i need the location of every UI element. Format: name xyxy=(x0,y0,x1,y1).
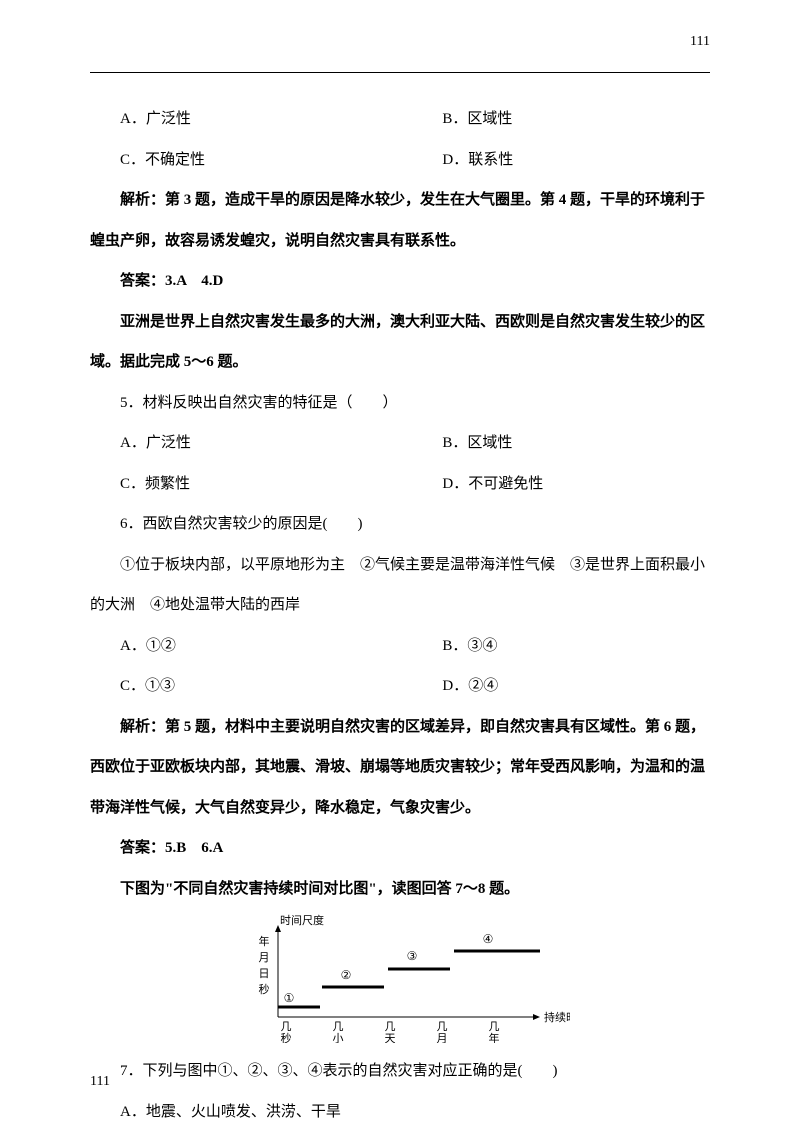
svg-text:年: 年 xyxy=(489,1031,500,1043)
q6-options-row2: C．①③ D．②④ xyxy=(90,666,710,707)
svg-text:秒: 秒 xyxy=(259,982,270,996)
svg-text:几: 几 xyxy=(385,1021,396,1033)
svg-text:时间尺度: 时间尺度 xyxy=(280,913,324,927)
q6-optA: A．①② xyxy=(90,626,412,667)
q34-optC: C．不确定性 xyxy=(90,140,412,181)
q6-stem: 6．西欧自然灾害较少的原因是( ) xyxy=(90,504,710,545)
q5-options-row2: C．频繁性 D．不可避免性 xyxy=(90,464,710,505)
analysis-3-4: 解析：第 3 题，造成干旱的原因是降水较少，发生在大气圈里。第 4 题，干旱的环… xyxy=(90,180,710,261)
duration-chart: 时间尺度年月日秒几秒几小时几天几月几年持续时间①②③④ xyxy=(90,913,710,1043)
svg-text:④: ④ xyxy=(483,932,494,946)
q6-circles: ①位于板块内部，以平原地形为主 ②气候主要是温带海洋性气候 ③是世界上面积最小的… xyxy=(90,545,710,626)
svg-text:天: 天 xyxy=(385,1033,396,1043)
svg-text:几: 几 xyxy=(281,1021,292,1033)
top-rule xyxy=(90,72,710,73)
svg-text:几: 几 xyxy=(437,1021,448,1033)
intro-5-6: 亚洲是世界上自然灾害发生最多的大洲，澳大利亚大陆、西欧则是自然灾害发生较少的区域… xyxy=(90,302,710,383)
svg-text:几: 几 xyxy=(333,1021,344,1033)
q7-optA: A．地震、火山喷发、洪涝、干旱 xyxy=(90,1092,710,1132)
svg-text:②: ② xyxy=(341,968,352,982)
svg-text:年: 年 xyxy=(259,934,270,948)
chart-svg: 时间尺度年月日秒几秒几小时几天几月几年持续时间①②③④ xyxy=(230,913,570,1043)
q34-optB: B．区域性 xyxy=(412,99,710,140)
svg-text:③: ③ xyxy=(407,949,418,963)
answer-5-6: 答案：5.B 6.A xyxy=(90,828,710,869)
svg-text:日: 日 xyxy=(259,968,270,980)
svg-text:持续时间: 持续时间 xyxy=(544,1010,570,1024)
page-number-top: 111 xyxy=(690,34,710,50)
page-number-bottom: 111 xyxy=(90,1074,110,1090)
q6-optB: B．③④ xyxy=(412,626,710,667)
svg-text:几: 几 xyxy=(489,1021,500,1033)
q6-options-row1: A．①② B．③④ xyxy=(90,626,710,667)
q5-stem: 5．材料反映出自然灾害的特征是（ ） xyxy=(90,383,710,424)
intro-7-8: 下图为"不同自然灾害持续时间对比图"，读图回答 7～8 题。 xyxy=(90,869,710,910)
q5-options-row1: A．广泛性 B．区域性 xyxy=(90,423,710,464)
q5-optB: B．区域性 xyxy=(412,423,710,464)
svg-text:秒: 秒 xyxy=(281,1031,292,1043)
svg-text:月: 月 xyxy=(259,952,270,964)
q5-optA: A．广泛性 xyxy=(90,423,412,464)
q3-4-options-row1: A．广泛性 B．区域性 xyxy=(90,99,710,140)
q5-optD: D．不可避免性 xyxy=(412,464,710,505)
q34-optD: D．联系性 xyxy=(412,140,710,181)
q34-optA: A．广泛性 xyxy=(90,99,412,140)
q6-optD: D．②④ xyxy=(412,666,710,707)
svg-text:月: 月 xyxy=(437,1033,448,1043)
q5-optC: C．频繁性 xyxy=(90,464,412,505)
q3-4-options-row2: C．不确定性 D．联系性 xyxy=(90,140,710,181)
svg-text:小: 小 xyxy=(333,1032,344,1043)
svg-text:①: ① xyxy=(284,991,295,1005)
analysis-5-6: 解析：第 5 题，材料中主要说明自然灾害的区域差异，即自然灾害具有区域性。第 6… xyxy=(90,707,710,829)
document-body: A．广泛性 B．区域性 C．不确定性 D．联系性 解析：第 3 题，造成干旱的原… xyxy=(90,99,710,1132)
q6-optC: C．①③ xyxy=(90,666,412,707)
q7-stem: 7．下列与图中①、②、③、④表示的自然灾害对应正确的是( ) xyxy=(90,1051,710,1092)
answer-3-4: 答案：3.A 4.D xyxy=(90,261,710,302)
